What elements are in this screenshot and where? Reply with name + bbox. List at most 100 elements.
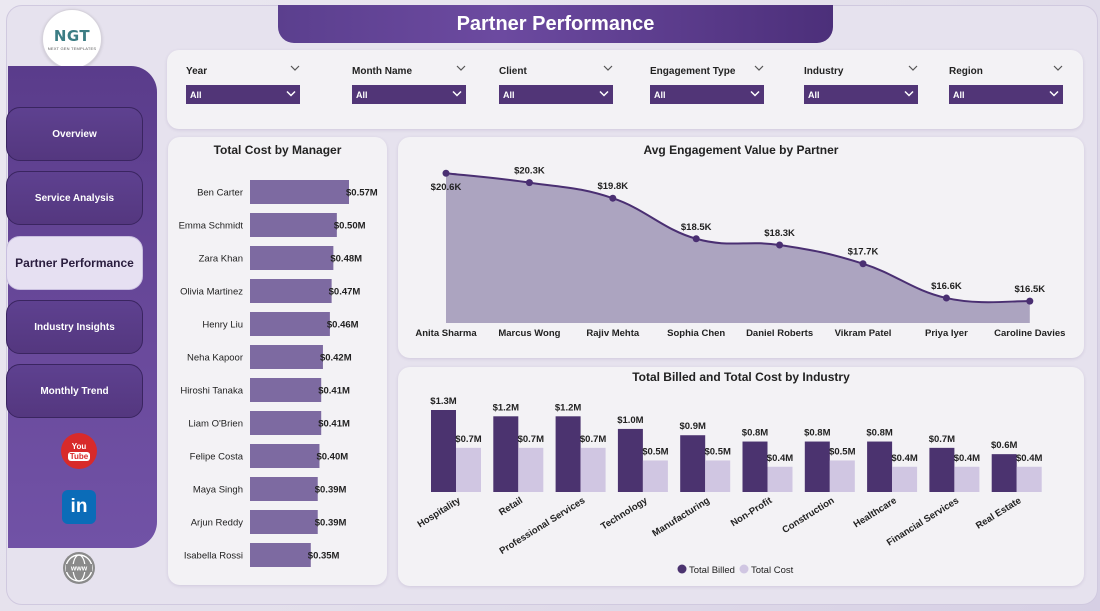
nav-industry-insights-button[interactable]: Industry Insights: [6, 300, 143, 354]
manager-cost-bar: [250, 411, 322, 435]
engagement-type-value: All: [654, 89, 666, 100]
industry-category-label: Non-Profit: [729, 495, 775, 529]
engagement-type-slicer-label: Engagement Type: [650, 66, 736, 77]
industry-category-label: Healthcare: [852, 495, 899, 530]
total-billed-bar: [991, 454, 1017, 492]
industry-category-label: Construction: [780, 495, 836, 536]
total-billed-value-label: $0.8M: [742, 428, 768, 439]
chevron-down-icon: [1049, 90, 1059, 97]
nav-overview-button[interactable]: Overview: [6, 107, 143, 161]
legend-total-billed-label: Total Billed: [689, 565, 735, 576]
youtube-label-top: You: [71, 441, 87, 451]
chevron-down-icon: [750, 90, 760, 97]
manager-cost-value-label: $0.41M: [318, 386, 350, 397]
engagement-value-label: $19.8K: [597, 181, 628, 192]
partner-engagement-card: Avg Engagement Value by Partner $20.6K An…: [398, 137, 1084, 358]
client-dropdown[interactable]: All: [499, 85, 613, 104]
engagement-point: [776, 241, 784, 249]
chevron-down-icon: [286, 90, 296, 97]
year-slicer: Year All: [186, 50, 302, 129]
chevron-down-icon: [452, 90, 462, 97]
total-billed-value-label: $0.8M: [804, 428, 830, 439]
engagement-type-slicer: Engagement Type All: [650, 50, 766, 129]
month-dropdown[interactable]: All: [352, 85, 466, 104]
total-billed-bar: [804, 441, 830, 492]
manager-name-label: Arjun Reddy: [191, 518, 244, 529]
chevron-down-icon[interactable]: [290, 63, 300, 73]
total-billed-value-label: $1.2M: [493, 402, 519, 413]
region-value: All: [953, 89, 965, 100]
industry-dropdown[interactable]: All: [804, 85, 918, 104]
total-cost-bar: [642, 460, 668, 492]
manager-cost-value-label: $0.42M: [320, 353, 352, 364]
month-slicer: Month Name All: [352, 50, 468, 129]
manager-name-label: Emma Schmidt: [179, 221, 244, 232]
manager-cost-value-label: $0.40M: [316, 452, 348, 463]
chevron-down-icon[interactable]: [1053, 63, 1063, 73]
chevron-down-icon[interactable]: [603, 63, 613, 73]
youtube-icon[interactable]: You Tube: [61, 433, 97, 469]
year-slicer-label: Year: [186, 66, 208, 77]
total-cost-value-label: $0.4M: [891, 453, 917, 464]
legend-total-billed-swatch: [677, 564, 687, 574]
manager-name-label: Liam O'Brien: [188, 419, 243, 430]
globe-www-icon[interactable]: www: [61, 550, 97, 586]
manager-cost-value-label: $0.39M: [315, 485, 347, 496]
engagement-value-label: $17.7K: [848, 247, 879, 258]
chevron-down-icon[interactable]: [456, 63, 466, 73]
industry-billed-cost-title: Total Billed and Total Cost by Industry: [632, 370, 850, 384]
total-cost-value-label: $0.4M: [767, 453, 793, 464]
chevron-down-icon[interactable]: [754, 63, 764, 73]
month-value: All: [356, 89, 368, 100]
industry-chart-legend: Total Billed Total Cost: [677, 564, 794, 576]
industry-billed-cost-card: Total Billed and Total Cost by Industry …: [398, 367, 1084, 586]
manager-cost-chart: Ben Carter $0.57M Emma Schmidt $0.50M Zara K…: [179, 180, 378, 567]
manager-name-label: Neha Kapoor: [187, 353, 243, 364]
manager-cost-bar: [250, 510, 318, 534]
engagement-value-label: $16.5K: [1014, 284, 1045, 295]
manager-name-label: Henry Liu: [202, 320, 243, 331]
chevron-down-icon: [904, 90, 914, 97]
linkedin-icon[interactable]: in: [62, 490, 96, 524]
manager-cost-bar: [250, 543, 311, 567]
nav-partner-performance-button[interactable]: Partner Performance: [6, 236, 143, 290]
engagement-value-label: $16.6K: [931, 281, 962, 292]
partner-name-label: Sophia Chen: [667, 328, 725, 339]
total-billed-value-label: $0.8M: [866, 428, 892, 439]
manager-cost-bar: [250, 477, 318, 501]
total-cost-value-label: $0.5M: [829, 446, 855, 457]
manager-cost-card: Total Cost by Manager Ben Carter $0.57M Em…: [168, 137, 387, 585]
partner-name-label: Marcus Wong: [498, 328, 560, 339]
chevron-down-icon[interactable]: [908, 63, 918, 73]
manager-cost-title: Total Cost by Manager: [213, 143, 342, 157]
industry-slicer: Industry All: [804, 50, 920, 129]
manager-cost-bar: [250, 279, 332, 303]
client-value: All: [503, 89, 515, 100]
engagement-point: [525, 179, 533, 187]
total-cost-bar: [767, 466, 793, 492]
engagement-value-label: $18.5K: [681, 222, 712, 233]
total-cost-bar: [954, 466, 980, 492]
engagement-area-fill: [446, 173, 1030, 323]
manager-name-label: Maya Singh: [193, 485, 243, 496]
manager-cost-value-label: $0.35M: [308, 551, 340, 562]
partner-name-label: Rajiv Mehta: [586, 328, 640, 339]
engagement-type-dropdown[interactable]: All: [650, 85, 764, 104]
nav-service-analysis-button[interactable]: Service Analysis: [6, 171, 143, 225]
total-cost-bar: [829, 460, 855, 492]
total-billed-bar: [742, 441, 768, 492]
manager-cost-value-label: $0.57M: [346, 188, 378, 199]
total-billed-value-label: $1.3M: [430, 396, 456, 407]
engagement-point: [442, 169, 450, 177]
manager-name-label: Zara Khan: [199, 254, 243, 265]
year-value: All: [190, 89, 202, 100]
total-cost-bar: [1016, 466, 1042, 492]
year-dropdown[interactable]: All: [186, 85, 300, 104]
region-dropdown[interactable]: All: [949, 85, 1063, 104]
nav-monthly-trend-button[interactable]: Monthly Trend: [6, 364, 143, 418]
manager-name-label: Hiroshi Tanaka: [180, 386, 243, 397]
total-cost-value-label: $0.7M: [518, 434, 544, 445]
total-cost-bar: [580, 447, 606, 492]
total-cost-value-label: $0.7M: [455, 434, 481, 445]
client-slicer-label: Client: [499, 66, 527, 77]
